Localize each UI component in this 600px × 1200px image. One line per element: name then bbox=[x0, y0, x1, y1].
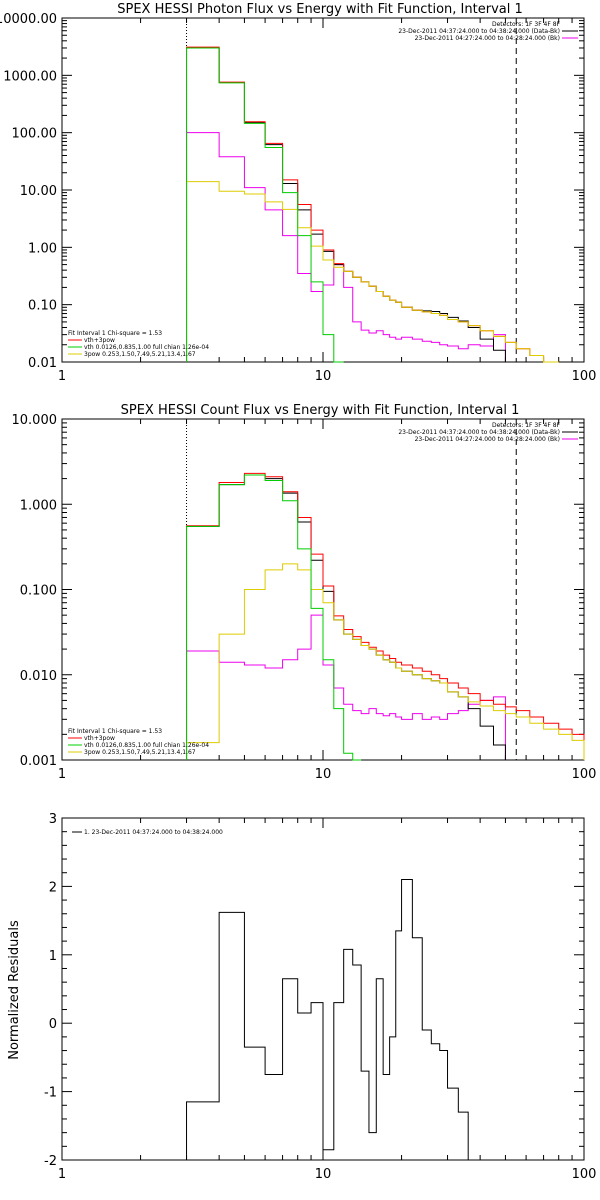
y-axis-label: Normalized Residuals bbox=[7, 920, 22, 1060]
legend-entry: 3pow 0.253,1.50,7.49,5.21,13.4,1.67 bbox=[84, 351, 196, 358]
photon-flux-panel: SPEX HESSI Photon Flux vs Energy with Fi… bbox=[0, 2, 596, 384]
series-line-3 bbox=[186, 563, 585, 760]
series-line-0 bbox=[186, 879, 481, 1161]
y-tick-label: 3 bbox=[49, 812, 57, 827]
series-line-1 bbox=[186, 46, 559, 363]
x-tick-label: 100 bbox=[572, 767, 597, 782]
legend-entry: 23-Dec-2011 04:27:24.000 to 04:28:24.000… bbox=[415, 35, 560, 42]
y-tick-label: 1.000 bbox=[20, 498, 57, 513]
legend-entry: 23-Dec-2011 04:37:24.000 to 04:38:24.000… bbox=[398, 28, 560, 35]
series-line-4 bbox=[186, 132, 506, 362]
chart-title: SPEX HESSI Photon Flux vs Energy with Fi… bbox=[117, 2, 523, 17]
legend-entry: Detectors: 1F 3F 4F 8F bbox=[492, 21, 561, 28]
x-tick-label: 1 bbox=[58, 1167, 66, 1182]
y-tick-label: 10.00 bbox=[20, 184, 57, 199]
legend-entry: 23-Dec-2011 04:37:24.000 to 04:38:24.000… bbox=[398, 429, 560, 436]
series-line-0 bbox=[186, 474, 506, 760]
series-line-2 bbox=[186, 474, 362, 761]
legend-entry: 23-Dec-2011 04:27:24.000 to 04:28:24.000… bbox=[415, 436, 560, 443]
y-tick-label: 0.010 bbox=[20, 669, 57, 684]
y-tick-label: 1000.00 bbox=[3, 69, 57, 84]
y-tick-label: 0.001 bbox=[20, 754, 57, 769]
residuals-panel: Normalized Residuals 1 10 100 -2 -1 0 1 2 3 1. 2… bbox=[7, 812, 596, 1182]
y-tick-label: 1 bbox=[49, 949, 57, 964]
x-tick-label: 100 bbox=[572, 369, 597, 384]
x-tick-label: 100 bbox=[572, 1167, 597, 1182]
x-tick-label: 1 bbox=[58, 369, 66, 384]
x-tick-label: 10 bbox=[315, 767, 332, 782]
legend-entry: 1. 23-Dec-2011 04:37:24.000 to 04:38:24.… bbox=[84, 829, 223, 836]
y-tick-label: 10.000 bbox=[12, 413, 58, 428]
legend-entry: vth+3pow bbox=[84, 337, 115, 344]
y-tick-label: 10000.00 bbox=[0, 12, 57, 27]
y-tick-label: 0 bbox=[49, 1017, 57, 1032]
legend-entry: Fit Interval 1 Chi-square = 1.53 bbox=[68, 728, 162, 735]
x-tick-label: 10 bbox=[315, 1167, 332, 1182]
x-tick-label: 1 bbox=[58, 767, 66, 782]
legend-entry: vth 0.0126,0.835,1.00 full chian 1.26e-0… bbox=[84, 344, 209, 351]
legend-entry: Detectors: 1F 3F 4F 8F bbox=[492, 422, 561, 429]
y-tick-label: -1 bbox=[44, 1086, 57, 1101]
y-tick-label: 0.10 bbox=[28, 299, 57, 314]
series-line-4 bbox=[186, 614, 506, 760]
legend-entry: vth 0.0126,0.835,1.00 full chian 1.26e-0… bbox=[84, 742, 209, 749]
legend-entry: Fit Interval 1 Chi-square = 1.53 bbox=[68, 330, 162, 337]
y-tick-label: -2 bbox=[44, 1154, 57, 1169]
legend-entry: vth+3pow bbox=[84, 735, 115, 742]
series-line-2 bbox=[186, 47, 344, 363]
y-tick-label: 0.100 bbox=[20, 584, 57, 599]
series-line-0 bbox=[186, 47, 517, 363]
legend-entry: 3pow 0.253,1.50,7.49,5.21,13.4,1.67 bbox=[84, 749, 196, 756]
y-tick-label: 1.00 bbox=[28, 241, 57, 256]
x-tick-label: 10 bbox=[315, 369, 332, 384]
count-flux-panel: SPEX HESSI Count Flux vs Energy with Fit… bbox=[12, 403, 597, 782]
y-tick-label: 0.01 bbox=[28, 356, 57, 371]
y-tick-label: 2 bbox=[49, 880, 57, 895]
chart-title: SPEX HESSI Count Flux vs Energy with Fit… bbox=[121, 403, 520, 418]
series-line-1 bbox=[186, 472, 585, 760]
y-tick-label: 100.00 bbox=[12, 127, 58, 142]
